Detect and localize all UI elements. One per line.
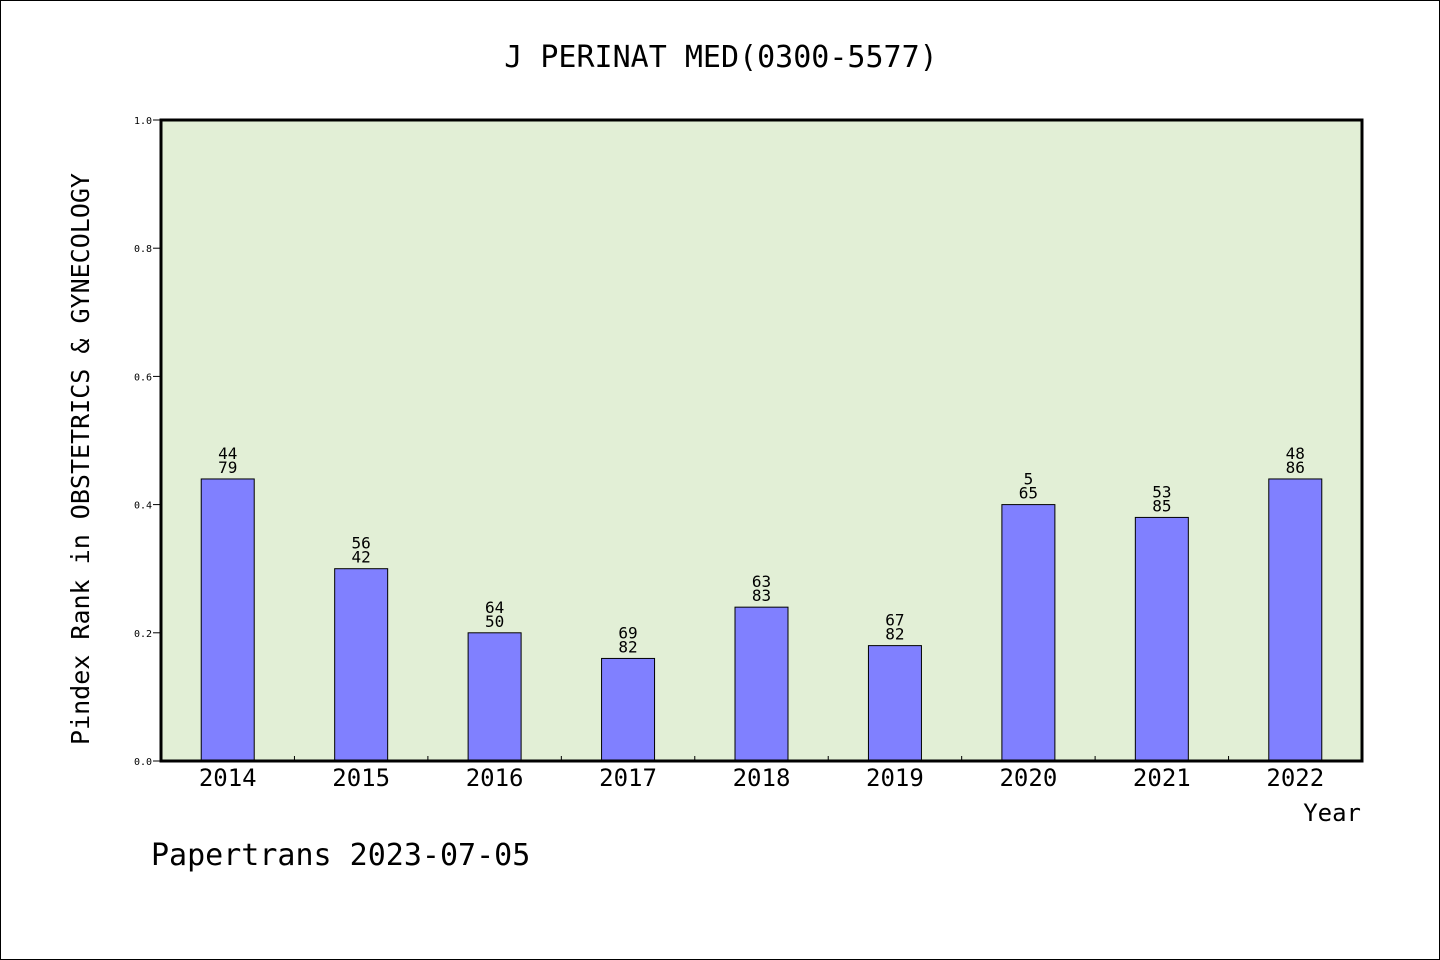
x-tick-label: 2015 [332, 764, 390, 792]
y-tick-label: 0.4 [134, 501, 152, 512]
bar-label-bottom: 86 [1286, 458, 1305, 477]
bar-label-top: 56 [352, 534, 371, 553]
bar-label-top: 53 [1152, 482, 1171, 501]
bar-label-bottom: 50 [485, 612, 504, 631]
bar-label-bottom: 79 [218, 458, 237, 477]
bar-label-bottom: 85 [1152, 496, 1171, 515]
chart-title: J PERINAT MED(0300-5577) [504, 40, 937, 75]
bar-2017 [601, 657, 656, 762]
y-tick-label: 0.2 [134, 629, 152, 640]
x-tick-label: 2016 [466, 764, 524, 792]
bar-2021 [1134, 516, 1189, 762]
y-tick-label: 1.0 [134, 116, 152, 127]
bar-label-top: 48 [1286, 444, 1305, 463]
x-tick-label: 2018 [733, 764, 791, 792]
y-tick-label: 0.8 [134, 244, 152, 255]
x-axis-label: Year [1303, 799, 1361, 827]
x-tick-label: 2020 [999, 764, 1057, 792]
y-tick-label: 0.0 [134, 757, 152, 768]
bar-2018 [734, 606, 789, 762]
bar-label-top: 64 [485, 598, 504, 617]
bar-2020 [1001, 504, 1056, 762]
bar-label-top: 67 [885, 611, 904, 630]
y-tick-label: 0.6 [134, 372, 152, 383]
bar-label-bottom: 82 [618, 637, 637, 656]
bar-label-top: 69 [618, 623, 637, 642]
y-axis: 0.0 0.2 0.4 0.6 0.8 1.0 [134, 116, 161, 768]
bar-2014 [200, 478, 255, 762]
bar-label-top: 44 [218, 444, 237, 463]
bar-label-bottom: 42 [352, 548, 371, 567]
x-axis: 2014 2015 2016 2017 2018 2019 2020 2021 2022 [199, 756, 1324, 792]
footer-credit: Papertrans 2023-07-05 [151, 838, 530, 873]
x-tick-label: 2019 [866, 764, 924, 792]
x-tick-label: 2021 [1133, 764, 1191, 792]
y-axis-label: Pindex Rank in OBSTETRICS & GYNECOLOGY [66, 173, 95, 745]
x-tick-label: 2022 [1266, 764, 1324, 792]
bar-2022 [1268, 478, 1323, 762]
bar-label-top: 63 [752, 572, 771, 591]
x-tick-label: 2014 [199, 764, 257, 792]
bar-label-top: 5 [1024, 470, 1034, 489]
bar-2019 [867, 645, 922, 762]
bar-label-bottom: 82 [885, 625, 904, 644]
plot-border [159, 118, 1364, 763]
bar-label-bottom: 83 [752, 586, 771, 605]
bar-2016 [467, 632, 522, 762]
x-tick-label: 2017 [599, 764, 657, 792]
bar-label-bottom: 65 [1019, 484, 1038, 503]
bar-2015 [334, 568, 389, 762]
